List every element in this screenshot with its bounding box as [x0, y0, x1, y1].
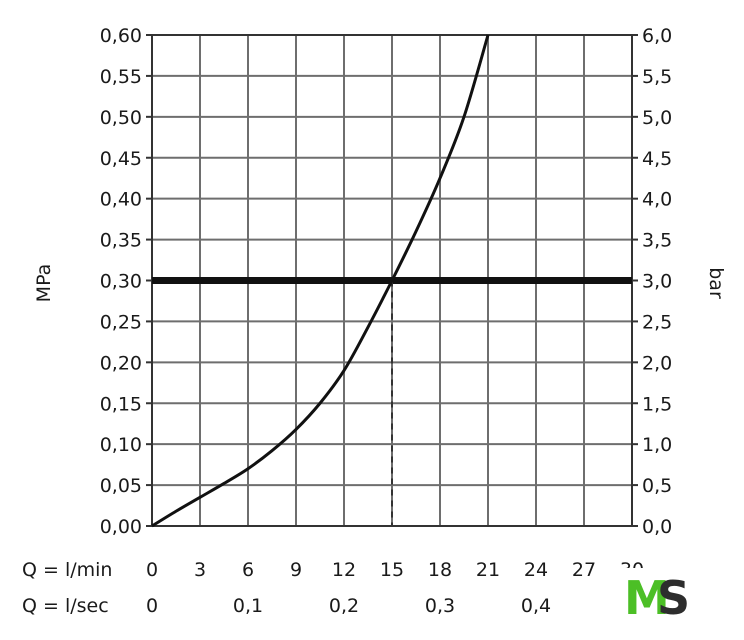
tick-labels: 0,00 0,00,05 0,50,10 1,00,15 1,50,20 2,00,25 2… — [100, 25, 673, 617]
y-right-tick-label: 2,0 — [642, 352, 672, 374]
y-right-tick-label: 5,0 — [642, 107, 672, 129]
y-right-tick-label: 4,0 — [642, 189, 672, 211]
x-lsec-tick-label: 0,3 — [425, 595, 455, 617]
x-lmin-tick-label: 3 — [194, 559, 206, 581]
y-right-tick-label: 6,0 — [642, 25, 672, 47]
y-left-tick-label: 0,60 — [100, 25, 142, 47]
y-axis-right-label: bar — [705, 267, 727, 299]
y-right-tick-label: 1,5 — [642, 393, 672, 415]
y-left-tick-label: 0,10 — [100, 434, 142, 456]
x-axis-lsec-label: Q = l/sec — [22, 595, 109, 617]
y-left-tick-label: 0,05 — [100, 475, 142, 497]
x-lsec-tick-label: 0 — [146, 595, 158, 617]
x-lmin-tick-label: 21 — [476, 559, 500, 581]
series-line-0 — [151, 34, 490, 528]
x-lmin-tick-label: 6 — [242, 559, 254, 581]
x-lmin-tick-label: 24 — [524, 559, 548, 581]
y-right-tick-label: 3,5 — [642, 230, 672, 252]
y-right-tick-label: 5,5 — [642, 66, 672, 88]
logo-m: M — [624, 571, 670, 625]
y-left-tick-label: 0,40 — [100, 189, 142, 211]
y-left-tick-label: 0,00 — [100, 516, 142, 538]
logo-s: S — [657, 571, 690, 625]
y-left-tick-label: 0,55 — [100, 66, 142, 88]
y-right-tick-label: 4,5 — [642, 148, 672, 170]
y-left-tick-label: 0,45 — [100, 148, 142, 170]
y-right-tick-label: 1,0 — [642, 434, 672, 456]
x-axis-lmin-label: Q = l/min — [22, 559, 112, 581]
x-lmin-tick-label: 27 — [572, 559, 596, 581]
y-left-tick-label: 0,15 — [100, 393, 142, 415]
y-left-tick-label: 0,20 — [100, 352, 142, 374]
y-right-tick-label: 0,0 — [642, 516, 672, 538]
x-lmin-tick-label: 15 — [380, 559, 404, 581]
x-lsec-tick-label: 0,2 — [329, 595, 359, 617]
y-left-tick-label: 0,25 — [100, 311, 142, 333]
x-lsec-tick-label: 0,4 — [521, 595, 551, 617]
y-left-tick-label: 0,30 — [100, 271, 142, 293]
series-layer — [151, 34, 490, 528]
y-axis-left-label: MPa — [33, 264, 55, 303]
x-lsec-tick-label: 0,1 — [233, 595, 263, 617]
y-left-tick-label: 0,50 — [100, 107, 142, 129]
x-lmin-tick-label: 9 — [290, 559, 302, 581]
x-lmin-tick-label: 0 — [146, 559, 158, 581]
y-left-tick-label: 0,35 — [100, 230, 142, 252]
ms-logo: M S — [618, 568, 698, 626]
y-right-tick-label: 2,5 — [642, 311, 672, 333]
x-lmin-tick-label: 12 — [332, 559, 356, 581]
x-lmin-tick-label: 18 — [428, 559, 452, 581]
y-right-tick-label: 0,5 — [642, 475, 672, 497]
y-right-tick-label: 3,0 — [642, 271, 672, 293]
